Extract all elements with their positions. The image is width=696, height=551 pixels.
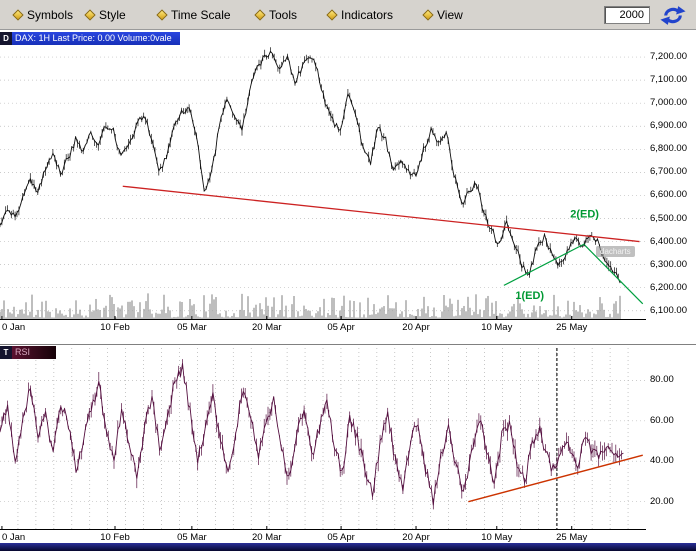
- x-axis-label: 05 Mar: [177, 322, 207, 333]
- x-axis-label: 05 Mar: [177, 532, 207, 543]
- price-chart-panel: D DAX: 1H Last Price: 0.00 Volume:0vale …: [0, 31, 696, 343]
- price-chart-titlebar[interactable]: D DAX: 1H Last Price: 0.00 Volume:0vale: [0, 32, 180, 45]
- menu-bar: Symbols Style Time Scale Tools Indicator…: [0, 0, 696, 30]
- y-axis-label: 6,900.00: [650, 120, 687, 132]
- chart-annotation: 1(ED): [515, 290, 544, 302]
- year-display[interactable]: 2000: [604, 6, 650, 24]
- x-axis-label: 20 Mar: [252, 322, 282, 333]
- menu-label-tools: Tools: [269, 8, 298, 22]
- y-axis-label: 6,800.00: [650, 143, 687, 155]
- x-axis-label: 20 Apr: [402, 322, 430, 333]
- x-axis-label: 10 May: [481, 322, 513, 333]
- y-axis-label: 7,200.00: [650, 51, 687, 63]
- x-axis-label: 20 Apr: [402, 532, 430, 543]
- watermark: dacharts: [596, 246, 635, 257]
- y-axis-label: 40.00: [650, 455, 674, 467]
- y-axis-label: 6,100.00: [650, 304, 687, 316]
- y-axis-label: 6,200.00: [650, 281, 687, 293]
- menu-item-tools[interactable]: Tools: [254, 8, 298, 22]
- menu-label-symbols: Symbols: [27, 8, 74, 22]
- indicator-y-axis: 80.00 60.00 40.00 20.00: [650, 348, 696, 530]
- menu-bullet-icon: [422, 9, 434, 21]
- menu-item-indicators[interactable]: Indicators: [326, 8, 394, 22]
- y-axis-label: 60.00: [650, 414, 674, 426]
- x-axis-label: 20 Mar: [252, 532, 282, 543]
- y-axis-label: 7,000.00: [650, 97, 687, 109]
- x-axis-label: 05 Apr: [327, 322, 355, 333]
- menu-bullet-icon: [254, 9, 266, 21]
- menu-bullet-icon: [326, 9, 338, 21]
- price-chart-title: DAX: 1H Last Price: 0.00 Volume:0vale: [12, 32, 180, 45]
- y-axis-label: 6,600.00: [650, 189, 687, 201]
- price-chart-plot[interactable]: 2(ED) 1(ED): [0, 34, 646, 320]
- indicator-title: RSI: [12, 346, 57, 359]
- y-axis-label: 6,500.00: [650, 212, 687, 224]
- x-axis-label: 10 May: [481, 532, 513, 543]
- price-y-axis: 7,200.00 7,100.00 7,000.00 6,900.00 6,800.00…: [650, 34, 696, 320]
- x-axis-label: 10 Feb: [100, 322, 130, 333]
- menu-item-style[interactable]: Style: [84, 8, 126, 22]
- y-axis-label: 80.00: [650, 374, 674, 386]
- y-axis-label: 6,400.00: [650, 235, 687, 247]
- price-chart-badge-icon[interactable]: D: [0, 32, 12, 45]
- menu-bullet-icon: [156, 9, 168, 21]
- indicator-plot[interactable]: [0, 348, 646, 530]
- y-axis-label: 6,700.00: [650, 166, 687, 178]
- x-axis-label: 05 Apr: [327, 532, 355, 543]
- menu-item-view[interactable]: View: [422, 8, 463, 22]
- chart-annotation: 2(ED): [570, 208, 599, 220]
- menu-bullet-icon: [84, 9, 96, 21]
- x-axis-label: 0 Jan: [1, 532, 26, 543]
- indicator-panel: T RSI 80.00 60.00 40.00 20.00 0 Jan 10 Feb 05…: [0, 344, 696, 543]
- menu-bullet-icon: [12, 9, 24, 21]
- price-x-axis: 0 Jan 10 Feb 05 Mar 20 Mar 05 Apr 20 Apr 10 Ma…: [0, 321, 646, 335]
- x-axis-label: 10 Feb: [100, 532, 130, 543]
- x-axis-label: 25 May: [556, 532, 588, 543]
- indicator-x-axis: 0 Jan 10 Feb 05 Mar 20 Mar 05 Apr 20 Apr 10 Ma…: [0, 531, 646, 545]
- refresh-icon[interactable]: [658, 4, 688, 27]
- menu-label-indicators: Indicators: [341, 8, 394, 22]
- x-axis-label: 0 Jan: [1, 322, 26, 333]
- y-axis-label: 6,300.00: [650, 258, 687, 270]
- y-axis-label: 20.00: [650, 495, 674, 507]
- menu-label-style: Style: [99, 8, 126, 22]
- menu-label-view: View: [437, 8, 463, 22]
- menu-item-time-scale[interactable]: Time Scale: [156, 8, 231, 22]
- indicator-titlebar[interactable]: T RSI: [0, 346, 57, 359]
- menu-label-time-scale: Time Scale: [171, 8, 231, 22]
- window-bottom-edge: [0, 543, 696, 551]
- indicator-badge-icon[interactable]: T: [0, 346, 12, 359]
- y-axis-label: 7,100.00: [650, 74, 687, 86]
- x-axis-label: 25 May: [556, 322, 588, 333]
- menu-item-symbols[interactable]: Symbols: [12, 8, 74, 22]
